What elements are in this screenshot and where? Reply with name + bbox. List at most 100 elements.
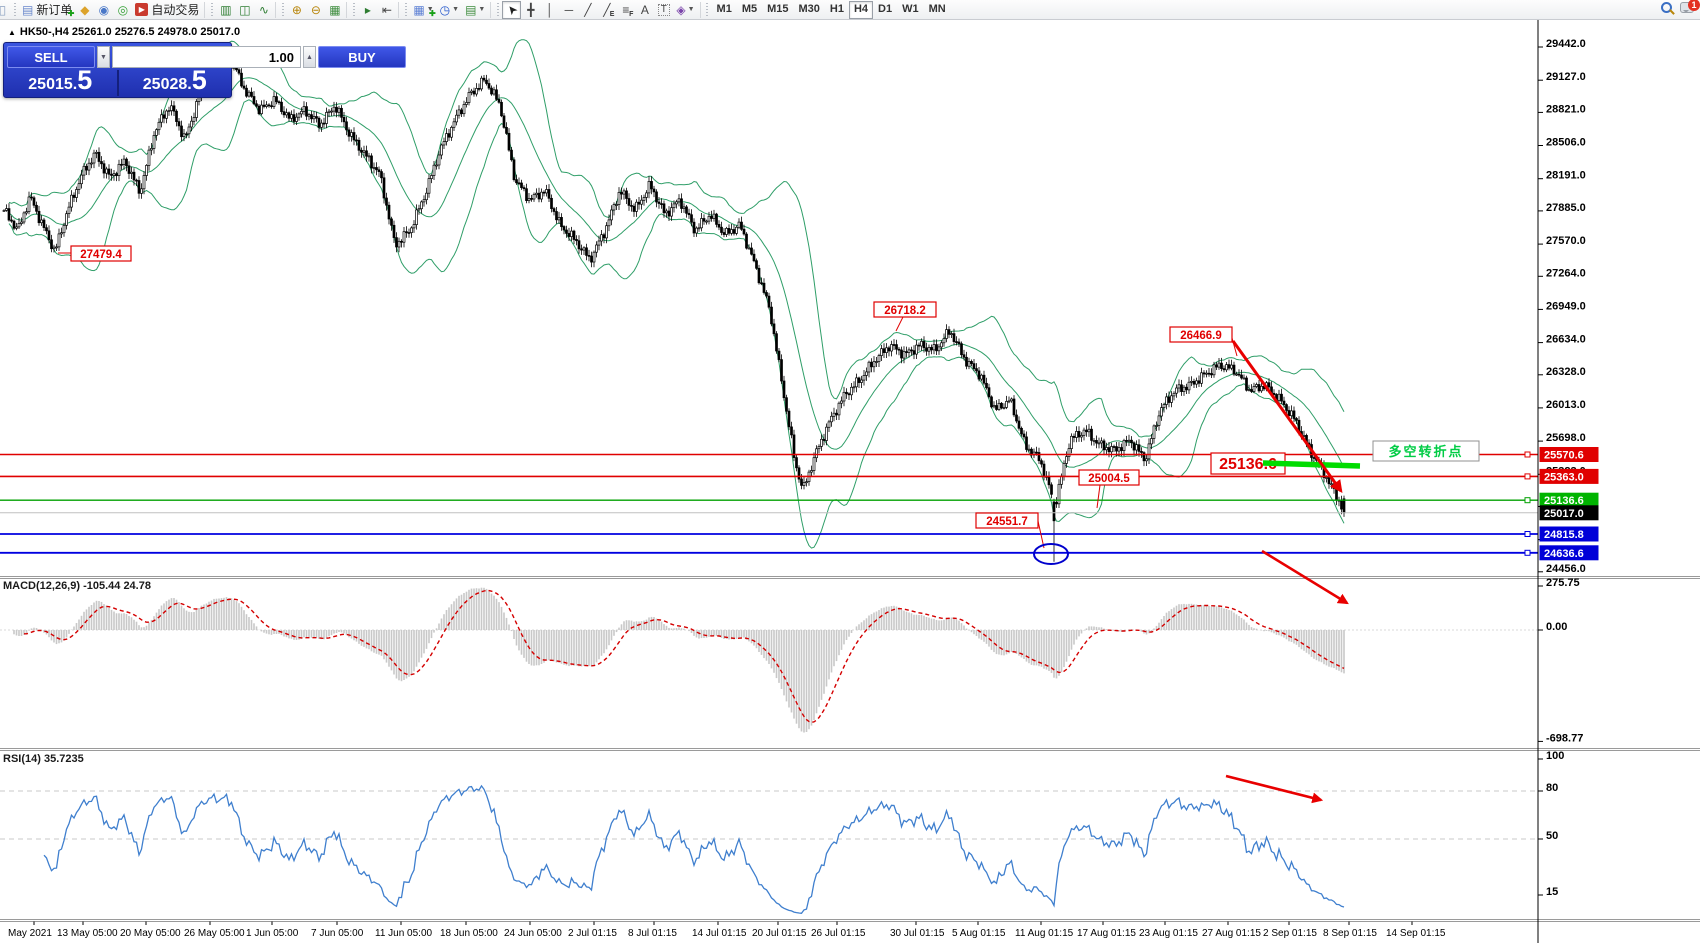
templates-button[interactable]: ▤ ▼ [462,1,488,19]
svg-text:28506.0: 28506.0 [1546,137,1586,149]
trend-arrow-1[interactable] [1231,340,1343,494]
svg-text:25570.6: 25570.6 [1544,450,1584,462]
zoom-out-icon[interactable]: ⊖ [306,1,325,19]
crosshair-tool[interactable]: ╋ [521,1,540,19]
svg-text:27885.0: 27885.0 [1546,202,1586,214]
signal-icon[interactable]: ◎ [113,1,132,19]
svg-text:29127.0: 29127.0 [1546,71,1586,83]
timeframe-d1-button[interactable]: D1 [873,1,897,19]
svg-text:26 May 05:00: 26 May 05:00 [184,928,245,939]
sell-button[interactable]: SELL [7,46,95,68]
price-divider [116,70,119,96]
svg-text:2 Sep 01:15: 2 Sep 01:15 [1263,928,1317,939]
vertical-line-tool[interactable]: │ [540,1,559,19]
volume-increase-button[interactable]: ▲ [303,46,316,68]
text-label-tool[interactable]: T [654,1,673,19]
periods-button[interactable]: ◷ ▼ [437,1,462,19]
text-tool[interactable]: A [635,1,654,19]
timeframe-m1-button[interactable]: M1 [712,1,737,19]
buy-price[interactable]: 25028. 5 [119,67,232,96]
collapse-arrow-icon[interactable]: ▲ [8,28,16,37]
line-chart-icon[interactable]: ∿ [254,1,273,19]
arrows-tool[interactable]: ◈ ▼ [673,1,697,19]
timeframe-w1-button[interactable]: W1 [897,1,924,19]
zoom-in-icon[interactable]: ⊕ [287,1,306,19]
svg-text:14 Sep 01:15: 14 Sep 01:15 [1386,928,1446,939]
svg-text:27479.4: 27479.4 [80,249,122,261]
search-icon[interactable] [1661,2,1672,13]
new-order-button[interactable]: ▤ ✚ 新订单 [19,1,75,19]
notifications-icon[interactable]: 1 [1680,0,1700,13]
auto-trading-button[interactable]: ▶ 自动交易 [132,1,202,19]
rsi-line [43,784,1345,914]
candlestick-chart-icon[interactable]: ◫ [235,1,254,19]
buy-button[interactable]: BUY [318,46,406,68]
svg-text:26466.9: 26466.9 [1180,330,1222,342]
svg-text:8 Sep 01:15: 8 Sep 01:15 [1323,928,1377,939]
timeframe-m30-button[interactable]: M30 [794,1,825,19]
horizontal-level-lines [0,451,1538,556]
volume-decrease-button[interactable]: ▼ [97,46,110,68]
svg-text:17 Aug 01:15: 17 Aug 01:15 [1077,928,1136,939]
chart-canvas[interactable]: 29442.0 29127.0 28821.0 28506.0 28191.0 27885… [0,20,1700,943]
timeframe-mn-button[interactable]: MN [924,1,951,19]
bar-chart-icon[interactable]: ▥ [216,1,235,19]
horizontal-line-tool[interactable]: ─ [559,1,578,19]
timeframe-h1-button[interactable]: H1 [825,1,849,19]
profile-icon[interactable]: ◉ [94,1,113,19]
svg-text:28821.0: 28821.0 [1546,103,1586,115]
svg-text:26949.0: 26949.0 [1546,300,1586,312]
macd-signal-line [24,589,1345,724]
time-axis: May 2021 13 May 05:00 20 May 05:00 26 May 0… [8,921,1446,939]
toolbar: ◧ ▤ ✚ 新订单 ◆ ◉ ◎ ▶ 自动交易 ▥ ◫ ∿ ⊕ ⊖ ▦ ▸ ⇤ ▦ ✚ ▼ ◷ ▼ ▤ ▼ ➤ ╋ │ ─ ╱ ╱ E ≡ F A T… [0,0,1700,20]
chart-shift-icon[interactable]: ⇤ [377,1,396,19]
price-label-25004.5[interactable] [1078,469,1140,486]
macd-histogram [13,587,1345,733]
cursor-tool[interactable]: ➤ [502,0,522,19]
timeframe-m15-button[interactable]: M15 [762,1,793,19]
eraser-icon[interactable]: ◆ [75,1,94,19]
sell-price[interactable]: 25015. 5 [4,65,117,96]
svg-text:25363.0: 25363.0 [1544,471,1584,483]
price-axis-badges: 25570.6 25363.0 25136.6 24815.8 24636.6 25017… [1539,447,1599,561]
volume-input[interactable] [112,46,301,68]
green-level-segment[interactable] [1262,460,1361,469]
svg-text:29442.0: 29442.0 [1546,38,1586,50]
svg-text:30 Jul 01:15: 30 Jul 01:15 [890,928,945,939]
window-edge-icon: ◧ [0,2,7,17]
auto-scroll-icon[interactable]: ▸ [358,1,377,19]
price-label-24551.7[interactable] [975,512,1039,529]
svg-text:14 Jul 01:15: 14 Jul 01:15 [692,928,747,939]
timeframe-h4-button[interactable]: H4 [848,0,874,19]
candlestick-series [2,51,1346,562]
bollinger-bands [8,39,1345,549]
add-indicator-button[interactable]: ▦ ✚ ▼ [410,1,436,19]
trend-arrow-3[interactable] [1225,774,1324,804]
svg-text:26 Jul 01:15: 26 Jul 01:15 [811,928,866,939]
svg-text:8 Jul 01:15: 8 Jul 01:15 [628,928,677,939]
svg-text:26013.0: 26013.0 [1546,399,1586,411]
price-label-26466.9[interactable] [1169,326,1233,343]
price-label-26718.2[interactable] [873,301,937,318]
trend-arrow-2[interactable] [1261,549,1349,605]
svg-text:2 Jul 01:15: 2 Jul 01:15 [568,928,617,939]
svg-text:25017.0: 25017.0 [1544,508,1584,520]
svg-text:1 Jun 05:00: 1 Jun 05:00 [246,928,299,939]
channel-tool[interactable]: ╱ E [597,1,616,19]
price-label-27479.4[interactable] [70,245,132,262]
sell-price-pips: 5 [77,65,93,95]
svg-text:11 Aug 01:15: 11 Aug 01:15 [1015,928,1074,939]
one-click-trading-panel: SELL ▼ ▲ BUY 25015. 5 25028. 5 [3,42,406,98]
symbol-info: ▲ HK50-,H4 25261.0 25276.5 24978.0 25017.… [8,26,240,38]
trendline-tool[interactable]: ╱ [578,1,597,19]
timeframe-m5-button[interactable]: M5 [737,1,762,19]
tile-windows-icon[interactable]: ▦ [325,1,344,19]
svg-text:0.00: 0.00 [1546,621,1567,633]
blue-circle-annotation[interactable] [1033,543,1069,565]
fibonacci-tool[interactable]: ≡ F [616,1,635,19]
svg-text:-698.77: -698.77 [1546,732,1583,744]
macd-indicator-label: MACD(12,26,9) -105.44 24.78 [3,580,151,592]
svg-text:May 2021: May 2021 [8,928,52,939]
svg-text:27264.0: 27264.0 [1546,267,1586,279]
note-box[interactable] [1372,440,1480,462]
